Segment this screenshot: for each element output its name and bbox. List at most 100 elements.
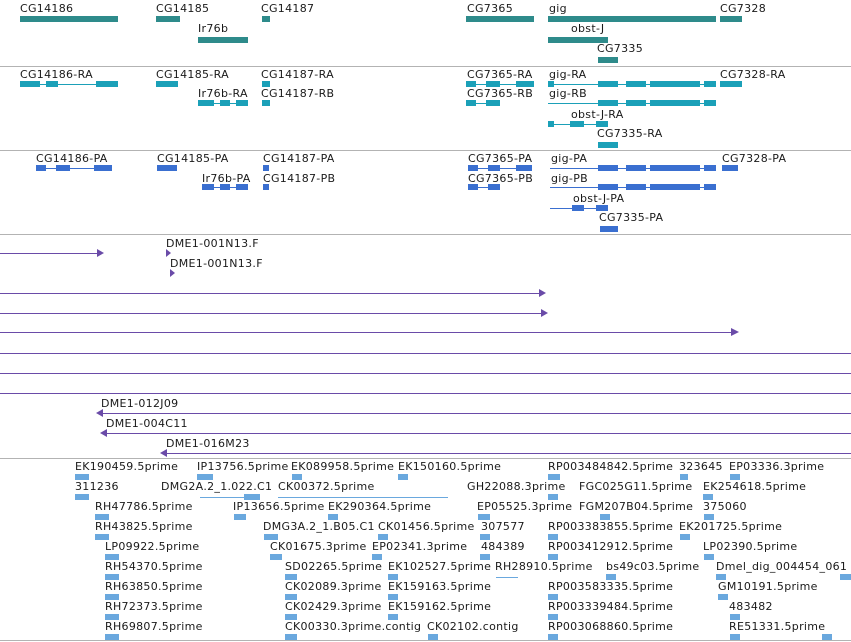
clone-read[interactable] [0,313,542,314]
est-glyph[interactable] [548,494,558,500]
est-glyph[interactable] [606,574,616,580]
transcript-label[interactable]: Ir76b-RA [198,87,248,100]
clone-read[interactable] [0,393,851,394]
est-label[interactable]: CK01456.5prime [378,520,475,533]
est-glyph[interactable] [75,494,89,500]
est-glyph[interactable] [285,614,297,620]
gene-glyph[interactable] [720,16,742,22]
est-glyph[interactable] [840,574,851,580]
est-glyph[interactable] [105,634,119,640]
est-glyph[interactable] [105,574,119,580]
clone-read[interactable] [106,433,851,434]
clone-read[interactable] [0,353,851,354]
est-label[interactable]: RH47786.5prime [95,500,193,513]
est-label[interactable]: DMG3A.2_1.B05.C1 [263,520,375,533]
est-glyph[interactable] [398,474,408,480]
est-glyph[interactable] [372,554,382,560]
gene-label[interactable]: CG7328 [720,2,766,15]
transcript-glyph[interactable] [156,81,178,87]
protein-glyph[interactable] [263,165,269,171]
est-glyph[interactable] [480,534,490,540]
est-glyph[interactable] [478,514,490,520]
clone-read[interactable] [0,253,98,254]
est-glyph[interactable] [548,534,558,540]
transcript-label[interactable]: CG14186-RA [20,68,93,81]
transcript-label[interactable]: CG7365-RB [467,87,534,100]
est-glyph[interactable] [730,614,740,620]
arrow-right-icon[interactable] [166,249,171,257]
transcript-glyph[interactable] [598,142,618,148]
est-glyph[interactable] [95,514,109,520]
gene-glyph[interactable] [598,57,618,63]
est-glyph[interactable] [234,514,246,520]
est-glyph[interactable] [548,474,560,480]
est-label[interactable]: RH69807.5prime [105,620,203,633]
est-label[interactable]: 483482 [729,600,773,613]
clone-read[interactable] [102,413,851,414]
est-glyph[interactable] [548,614,558,620]
est-glyph[interactable] [388,614,398,620]
est-glyph[interactable] [95,534,109,540]
protein-label[interactable]: CG14187-PA [263,152,335,165]
est-label[interactable]: RH63850.5prime [105,580,203,593]
est-label[interactable]: EK290364.5prime [328,500,432,513]
protein-label[interactable]: CG14187-PB [263,172,336,185]
gene-label[interactable]: gig [549,2,567,15]
gene-label[interactable]: CG7365 [467,2,513,15]
clone-read[interactable] [0,332,732,333]
est-label[interactable]: GM10191.5prime [718,580,818,593]
est-glyph[interactable] [730,634,740,640]
est-glyph[interactable] [105,614,119,620]
gene-label[interactable]: CG14185 [156,2,210,15]
transcript-glyph[interactable] [466,84,534,85]
est-label[interactable]: bs49c03.5prime [606,560,700,573]
protein-glyph[interactable] [468,187,500,188]
protein-label[interactable]: CG7335-PA [599,211,664,224]
est-label[interactable]: RH54370.5prime [105,560,203,573]
est-label[interactable]: 307577 [481,520,525,533]
gene-label[interactable]: CG7335 [597,42,643,55]
est-label[interactable]: CK01675.3prime [270,540,367,553]
transcript-glyph[interactable] [720,81,742,87]
est-glyph[interactable] [703,494,713,500]
est-label[interactable]: 375060 [703,500,747,513]
est-label[interactable]: EK150160.5prime [398,460,502,473]
gene-glyph[interactable] [548,16,716,22]
est-label[interactable]: EP02341.3prime [372,540,468,553]
est-glyph[interactable] [680,474,688,480]
gene-glyph[interactable] [198,37,248,43]
est-label[interactable]: SD02265.5prime [285,560,383,573]
est-label[interactable]: Dmel_dig_004454_061 [716,560,848,573]
est-glyph[interactable] [285,594,297,600]
transcript-label[interactable]: CG7328-RA [720,68,786,81]
protein-glyph[interactable] [157,165,177,171]
est-label[interactable]: 311236 [75,480,119,493]
transcript-label[interactable]: CG7365-RA [467,68,533,81]
est-glyph[interactable] [75,474,89,480]
est-label[interactable]: DMG2A.2_1.022.C1 [161,480,273,493]
arrow-right-icon[interactable] [170,269,175,277]
est-glyph[interactable] [730,474,740,480]
est-glyph[interactable] [264,534,278,540]
clone-read[interactable] [0,373,851,374]
est-label[interactable]: EK201725.5prime [679,520,783,533]
est-glyph[interactable] [480,554,490,560]
transcript-label[interactable]: gig-RA [549,68,587,81]
est-glyph[interactable] [548,594,558,600]
est-label[interactable]: IP13756.5prime [197,460,289,473]
est-label[interactable]: IP13656.5prime [233,500,325,513]
protein-glyph[interactable] [36,168,112,169]
est-label[interactable]: RP003383855.5prime [548,520,674,533]
clone-label[interactable]: DME1-001N13.F [170,257,263,270]
est-label[interactable]: EK254618.5prime [703,480,807,493]
est-label[interactable]: RP003412912.5prime [548,540,674,553]
est-glyph[interactable] [285,634,297,640]
transcript-glyph[interactable] [262,100,270,106]
gene-label[interactable]: obst-J [571,22,605,35]
protein-label[interactable]: CG7365-PA [468,152,533,165]
clone-label[interactable]: DME1-016M23 [166,437,250,450]
est-glyph[interactable] [388,594,398,600]
transcript-glyph[interactable] [262,81,270,87]
est-label[interactable]: EP03336.3prime [729,460,825,473]
est-glyph[interactable] [716,574,726,580]
